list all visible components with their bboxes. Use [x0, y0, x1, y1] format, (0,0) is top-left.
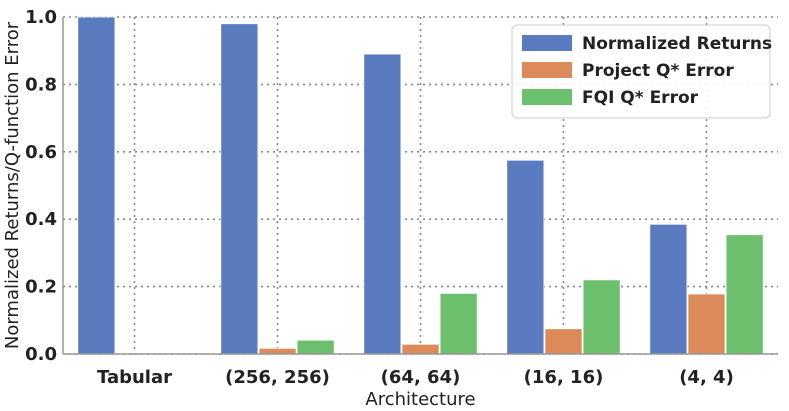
bars	[77, 16, 764, 355]
x-axis-label: Architecture	[365, 389, 475, 410]
x-tick-label: (64, 64)	[381, 367, 461, 388]
axes	[62, 17, 778, 355]
bar-normalized-returns-4	[649, 223, 688, 355]
legend-swatch	[522, 35, 572, 51]
legend: Normalized Returns Project Q* Error FQI Q*…	[511, 24, 772, 119]
legend-swatch	[522, 62, 572, 78]
bar-fqi-q-error-4	[725, 234, 764, 355]
y-tick-label: 0.4	[25, 209, 57, 230]
legend-label: Project Q* Error	[582, 61, 734, 81]
bar-normalized-returns-0	[77, 16, 116, 355]
bar-normalized-returns-1	[220, 23, 259, 355]
bar-fqi-q-error-2	[439, 292, 478, 355]
y-tick-label: 1.0	[25, 7, 57, 28]
bar-project-q-error-4	[687, 293, 726, 355]
legend-swatch	[522, 89, 572, 105]
bar-fqi-q-error-3	[582, 279, 621, 355]
y-tick-label: 0.6	[25, 142, 57, 163]
y-tick-label: 0.2	[25, 277, 57, 298]
bar-normalized-returns-3	[506, 159, 545, 355]
y-axis-label: Normalized Returns/Q-function Error	[2, 21, 23, 349]
legend-label: Normalized Returns	[582, 34, 772, 54]
y-tick-labels: 0.0 0.2 0.4 0.6 0.8 1.0	[25, 7, 57, 365]
legend-box	[511, 24, 771, 119]
x-tick-label: (16, 16)	[524, 367, 604, 388]
x-tick-label: Tabular	[97, 367, 172, 388]
x-tick-label: (4, 4)	[679, 367, 734, 388]
y-tick-label: 0.0	[25, 344, 57, 365]
bar-project-q-error-1	[258, 347, 297, 355]
x-tick-label: (256, 256)	[225, 367, 330, 388]
bar-normalized-returns-2	[363, 53, 402, 355]
x-tick-labels: Tabular (256, 256) (64, 64) (16, 16) (4, 4)	[97, 367, 734, 388]
legend-label: FQI Q* Error	[582, 88, 699, 108]
y-tick-label: 0.8	[25, 74, 57, 95]
bar-project-q-error-3	[544, 328, 583, 355]
bar-fqi-q-error-1	[296, 339, 335, 355]
bar-project-q-error-2	[401, 343, 440, 355]
